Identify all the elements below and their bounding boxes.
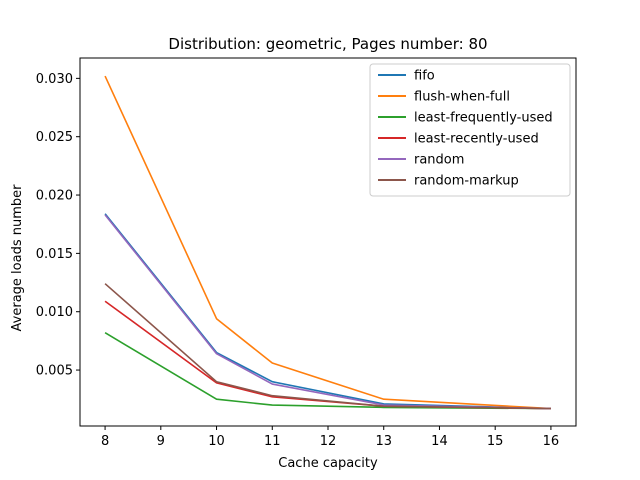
series-line-random-markup — [104, 283, 551, 410]
legend-frame — [369, 63, 571, 197]
plot-area — [104, 75, 551, 410]
x-axis-ticks: 8 9 10 11 12 13 14 15 16 — [101, 426, 559, 449]
legend-label-least-frequently-used: least-frequently-used — [414, 111, 553, 126]
y-tick-label: 0.020 — [36, 189, 73, 204]
x-axis-label: Cache capacity — [278, 456, 378, 471]
x-tick-label: 16 — [543, 434, 560, 449]
series-line-least-frequently-used — [104, 332, 551, 410]
y-tick-label: 0.025 — [36, 130, 73, 145]
legend: fifo flush-when-full least-frequently-used… — [369, 63, 571, 197]
x-tick-label: 9 — [157, 434, 165, 449]
y-tick-label: 0.030 — [36, 72, 73, 87]
x-tick-label: 15 — [487, 434, 504, 449]
x-tick-label: 14 — [431, 434, 448, 449]
y-tick-label: 0.015 — [36, 247, 73, 262]
x-tick-label: 8 — [101, 434, 109, 449]
legend-label-random: random — [414, 153, 464, 168]
series-line-random — [104, 214, 551, 410]
y-axis-ticks: 0.005 0.010 0.015 0.020 0.025 0.030 — [36, 72, 80, 379]
x-tick-label: 13 — [375, 434, 392, 449]
y-axis-label: Average loads number — [10, 184, 25, 332]
series-line-fifo — [104, 213, 551, 410]
plot-frame — [79, 57, 577, 427]
y-tick-label: 0.005 — [36, 364, 73, 379]
x-tick-label: 10 — [208, 434, 225, 449]
y-tick-label: 0.010 — [36, 305, 73, 320]
legend-label-flush-when-full: flush-when-full — [414, 90, 510, 105]
legend-label-least-recently-used: least-recently-used — [414, 132, 539, 147]
chart-title: Distribution: geometric, Pages number: 8… — [168, 35, 487, 53]
legend-label-random-markup: random-markup — [414, 174, 519, 189]
x-tick-label: 11 — [264, 434, 281, 449]
series-line-flush-when-full — [104, 75, 551, 410]
x-tick-label: 12 — [320, 434, 337, 449]
legend-label-fifo: fifo — [414, 69, 435, 84]
